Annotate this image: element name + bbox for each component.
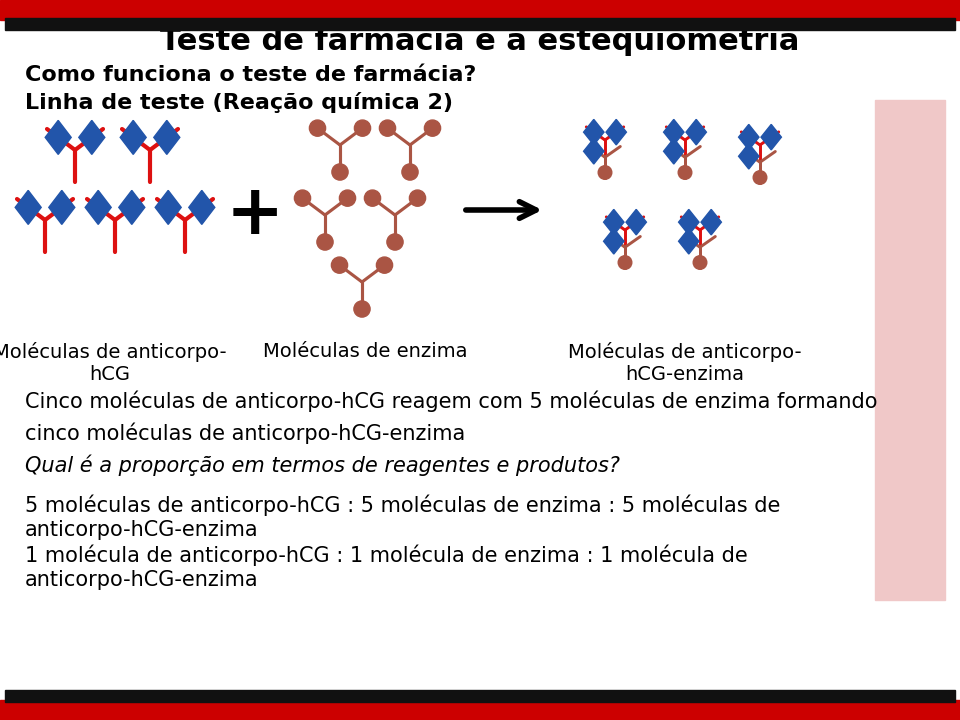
Text: +: + (226, 181, 284, 248)
Circle shape (332, 164, 348, 180)
Text: Como funciona o teste de farmácia?: Como funciona o teste de farmácia? (25, 65, 476, 85)
Polygon shape (686, 120, 707, 145)
Bar (875, 100, 945, 600)
Text: Moléculas de anticorpo-
hCG-enzima: Moléculas de anticorpo- hCG-enzima (568, 342, 802, 384)
Bar (5, 18, 955, 30)
Bar (0, 700, 960, 720)
Text: Moléculas de enzima: Moléculas de enzima (263, 342, 468, 361)
Text: Linha de teste (Reação química 2): Linha de teste (Reação química 2) (25, 92, 453, 113)
Circle shape (693, 256, 707, 269)
Text: anticorpo-hCG-enzima: anticorpo-hCG-enzima (25, 520, 258, 540)
Polygon shape (120, 120, 146, 154)
Text: 1 molécula de anticorpo-hCG : 1 molécula de enzima : 1 molécula de: 1 molécula de anticorpo-hCG : 1 molécula… (25, 545, 748, 567)
Polygon shape (189, 190, 215, 225)
Circle shape (379, 120, 396, 136)
Circle shape (340, 190, 355, 206)
Bar (5, 690, 955, 702)
Circle shape (331, 257, 348, 273)
Circle shape (387, 234, 403, 250)
Circle shape (754, 171, 767, 184)
Polygon shape (119, 190, 145, 225)
Circle shape (678, 166, 692, 179)
Polygon shape (606, 120, 627, 145)
Circle shape (317, 234, 333, 250)
Circle shape (402, 164, 419, 180)
Circle shape (365, 190, 380, 206)
Polygon shape (85, 190, 111, 225)
Text: anticorpo-hCG-enzima: anticorpo-hCG-enzima (25, 570, 258, 590)
Text: Teste de farmácia e a estequiometria: Teste de farmácia e a estequiometria (160, 25, 800, 55)
Polygon shape (679, 228, 699, 254)
Polygon shape (604, 228, 624, 254)
Polygon shape (738, 125, 759, 150)
Polygon shape (761, 125, 781, 150)
Polygon shape (626, 210, 646, 235)
Bar (0, 0, 960, 20)
Circle shape (424, 120, 441, 136)
Polygon shape (738, 143, 759, 169)
Polygon shape (584, 120, 604, 145)
Circle shape (354, 120, 371, 136)
Polygon shape (679, 210, 699, 235)
Circle shape (354, 301, 371, 317)
Polygon shape (15, 190, 41, 225)
Polygon shape (604, 210, 624, 235)
Circle shape (598, 166, 612, 179)
Circle shape (409, 190, 425, 206)
Circle shape (295, 190, 311, 206)
Polygon shape (701, 210, 721, 235)
Polygon shape (584, 138, 604, 164)
Circle shape (309, 120, 325, 136)
Polygon shape (154, 120, 180, 154)
Polygon shape (49, 190, 75, 225)
Polygon shape (663, 138, 684, 164)
Text: Cinco moléculas de anticorpo-hCG reagem com 5 moléculas de enzima formando
cinco: Cinco moléculas de anticorpo-hCG reagem … (25, 390, 877, 444)
Polygon shape (45, 120, 71, 154)
Polygon shape (156, 190, 181, 225)
Circle shape (618, 256, 632, 269)
Polygon shape (79, 120, 105, 154)
Text: Qual é a proporção em termos de reagentes e produtos?: Qual é a proporção em termos de reagente… (25, 455, 620, 477)
Text: 5 moléculas de anticorpo-hCG : 5 moléculas de enzima : 5 moléculas de: 5 moléculas de anticorpo-hCG : 5 molécul… (25, 495, 780, 516)
Polygon shape (663, 120, 684, 145)
Circle shape (376, 257, 393, 273)
Text: Moléculas de anticorpo-
hCG: Moléculas de anticorpo- hCG (0, 342, 227, 384)
